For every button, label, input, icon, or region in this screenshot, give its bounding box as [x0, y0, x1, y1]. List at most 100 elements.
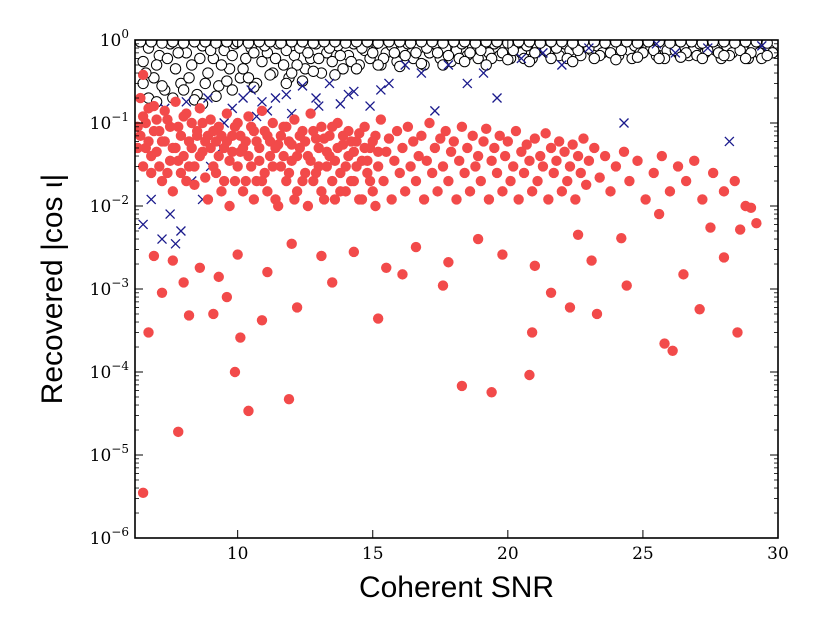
filled-circle-point [399, 186, 411, 197]
x-marker-point [311, 93, 321, 103]
open-circle-point [410, 47, 422, 59]
filled-circle-point [521, 139, 532, 150]
filled-circle-point [343, 150, 354, 162]
y-tick-label: 10−5 [90, 442, 129, 466]
open-circle-point [334, 49, 347, 62]
filled-circle-point [664, 186, 676, 197]
filled-circle-point [167, 186, 179, 197]
filled-circle-point [564, 302, 576, 313]
open-circle-point [426, 40, 438, 48]
open-circle-point [277, 59, 290, 71]
filled-circle-point [291, 150, 303, 162]
filled-circle-point [426, 167, 438, 179]
filled-circle-point [508, 161, 519, 172]
filled-circle-point [235, 130, 246, 142]
filled-circle-point [437, 161, 449, 172]
filled-circle-point [672, 161, 684, 172]
ticks-layer: 10 15 20 25 30 10−6 10−5 10−4 10−3 10−2 10−1 100 [90, 27, 789, 564]
filled-circle-point [194, 103, 206, 114]
y-tick-label: 10−1 [90, 110, 129, 134]
filled-circle-point [391, 125, 403, 137]
open-circle-point [150, 59, 163, 71]
filled-circle-point [221, 136, 233, 147]
filled-circle-point [516, 146, 527, 157]
filled-circle-point [416, 130, 427, 142]
open-circle-point [329, 40, 341, 48]
filled-circle-point [475, 175, 487, 187]
filled-circle-point [472, 233, 484, 245]
filled-circle-point [324, 150, 335, 162]
x-marker-point [170, 238, 181, 249]
open-circle-point [172, 47, 184, 59]
filled-circle-point [143, 327, 154, 338]
x-marker-point [257, 96, 267, 107]
filled-circle-point [572, 229, 584, 240]
open-circle-point [761, 49, 773, 62]
open-circle-point [161, 52, 174, 65]
filled-circle-point [194, 262, 206, 274]
open-circle-point [285, 67, 298, 79]
x-marker-point [724, 136, 735, 147]
x-marker-point [313, 101, 324, 112]
open-circle-point [186, 59, 198, 71]
open-circle-point [664, 40, 676, 49]
open-circle-point [739, 52, 752, 65]
filled-circle-point [321, 161, 333, 172]
open-circle-point [202, 67, 214, 79]
filled-circle-point [435, 133, 446, 144]
open-circle-point [210, 40, 222, 49]
filled-circle-point [281, 121, 292, 132]
x-marker-point [175, 226, 186, 236]
filled-circle-point [154, 161, 165, 172]
filled-circle-point [397, 269, 408, 280]
open-circle-point [458, 55, 471, 68]
open-circle-point [221, 75, 233, 87]
filled-circle-point [256, 105, 268, 117]
open-circle-point [718, 40, 730, 48]
open-circle-point [340, 40, 352, 49]
open-circle-point [226, 49, 238, 62]
filled-circle-point [575, 167, 586, 179]
filled-circle-point [418, 194, 430, 205]
x-marker-point [702, 43, 713, 54]
open-circle-point [534, 40, 546, 49]
filled-circle-point [367, 136, 378, 147]
filled-circle-point [372, 161, 384, 172]
filled-circle-point [243, 405, 254, 417]
filled-circle-point [173, 426, 184, 438]
filled-circle-point [310, 167, 322, 179]
open-circle-point [729, 40, 741, 49]
filled-circle-point [283, 167, 295, 179]
filled-circle-point [545, 287, 557, 298]
x-tick-label: 30 [767, 544, 789, 564]
filled-circle-point [497, 249, 508, 260]
filled-circle-point [529, 133, 541, 144]
filled-circle-point [489, 142, 500, 154]
filled-circle-point [694, 304, 705, 315]
x-marker-point [146, 194, 157, 205]
filled-circle-point [327, 277, 338, 288]
filled-circle-point [580, 179, 592, 191]
filled-circle-point [705, 222, 716, 233]
filled-circle-point [221, 291, 233, 303]
x-tick-label: 15 [362, 544, 384, 564]
filled-circle-point [535, 150, 546, 162]
open-circle-point [469, 40, 482, 49]
open-circle-point [464, 47, 476, 59]
open-circle-point [653, 52, 665, 65]
open-circle-point [480, 59, 492, 71]
filled-circle-point [424, 117, 435, 129]
filled-circle-point [278, 150, 289, 162]
filled-circle-point [267, 117, 278, 129]
filled-circle-point [483, 194, 495, 205]
open-circle-point [367, 47, 379, 59]
open-circle-point [458, 40, 471, 48]
filled-circle-point [451, 194, 462, 205]
open-circle-point [199, 40, 211, 48]
open-circle-point [256, 55, 268, 68]
filled-circle-point [181, 108, 192, 119]
y-tick-label: 10−6 [90, 525, 129, 549]
x-marker-point [756, 40, 767, 51]
open-circle-point [137, 55, 149, 68]
